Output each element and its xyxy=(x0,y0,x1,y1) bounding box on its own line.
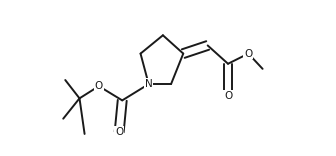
Text: O: O xyxy=(95,81,103,91)
Text: O: O xyxy=(244,49,252,59)
Text: O: O xyxy=(224,91,232,101)
Text: O: O xyxy=(115,127,123,137)
Text: N: N xyxy=(145,79,153,89)
